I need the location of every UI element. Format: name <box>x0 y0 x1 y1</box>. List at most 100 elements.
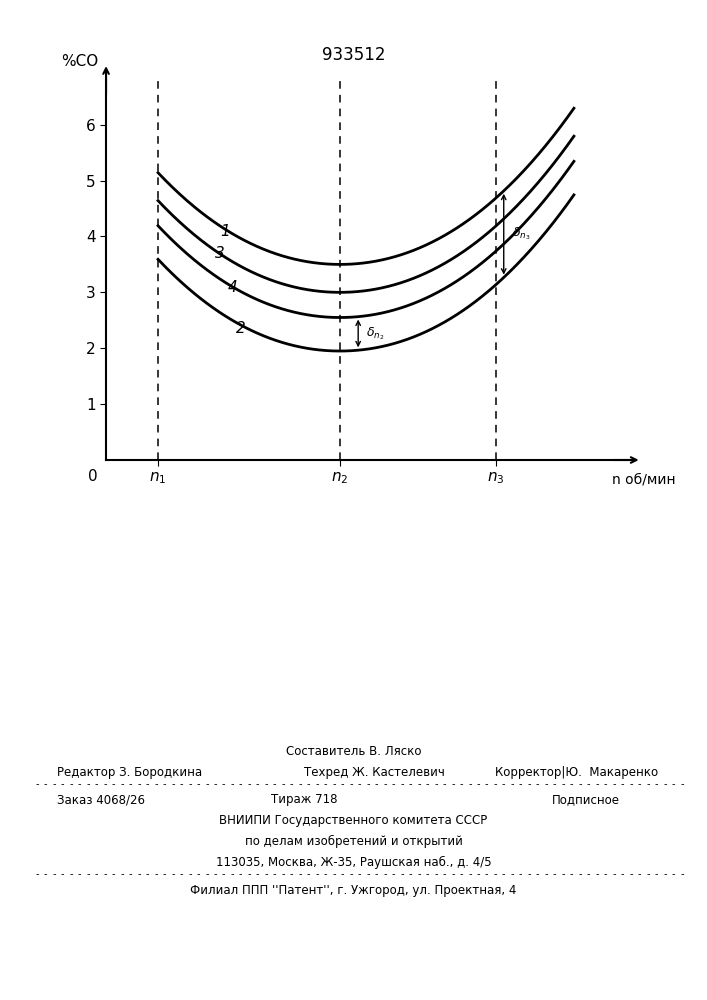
Text: -: - <box>103 869 107 879</box>
Text: -: - <box>112 869 115 879</box>
Text: -: - <box>315 869 319 879</box>
Text: -: - <box>78 779 81 789</box>
Text: -: - <box>112 779 115 789</box>
Text: -: - <box>629 869 633 879</box>
Text: -: - <box>672 869 675 879</box>
Text: -: - <box>477 869 480 879</box>
Text: -: - <box>443 869 446 879</box>
Text: -: - <box>680 869 684 879</box>
Text: 933512: 933512 <box>322 46 385 64</box>
Text: -: - <box>197 869 200 879</box>
Text: по делам изобретений и открытий: по делам изобретений и открытий <box>245 835 462 848</box>
Text: -: - <box>146 869 149 879</box>
Text: -: - <box>332 779 336 789</box>
Text: -: - <box>281 779 285 789</box>
Text: -: - <box>621 869 624 879</box>
Text: -: - <box>154 869 158 879</box>
Text: -: - <box>468 779 472 789</box>
Text: -: - <box>561 779 565 789</box>
Text: -: - <box>604 869 607 879</box>
Text: -: - <box>78 869 81 879</box>
Text: -: - <box>400 779 404 789</box>
Text: -: - <box>163 779 166 789</box>
Text: -: - <box>358 779 361 789</box>
Text: -: - <box>239 869 243 879</box>
Text: -: - <box>655 869 658 879</box>
Text: -: - <box>392 779 395 789</box>
Text: -: - <box>86 869 90 879</box>
Text: -: - <box>519 779 522 789</box>
Text: -: - <box>536 869 539 879</box>
Text: $\delta_{n_3}$: $\delta_{n_3}$ <box>512 226 530 242</box>
Text: -: - <box>230 869 234 879</box>
Text: -: - <box>358 869 361 879</box>
Text: Подписное: Подписное <box>551 793 619 806</box>
Text: -: - <box>69 779 73 789</box>
Text: -: - <box>383 779 387 789</box>
Text: -: - <box>264 869 268 879</box>
Text: -: - <box>443 779 446 789</box>
Text: Филиал ППП ''Патент'', г. Ужгород, ул. Проектная, 4: Филиал ППП ''Патент'', г. Ужгород, ул. П… <box>190 884 517 897</box>
Text: -: - <box>349 779 353 789</box>
Text: -: - <box>273 869 276 879</box>
Text: -: - <box>493 779 497 789</box>
Text: -: - <box>146 779 149 789</box>
Text: -: - <box>290 869 293 879</box>
Text: -: - <box>561 869 565 879</box>
Text: -: - <box>527 869 531 879</box>
Text: -: - <box>171 779 175 789</box>
Text: -: - <box>69 869 73 879</box>
Text: -: - <box>570 869 573 879</box>
Text: -: - <box>324 779 327 789</box>
Text: -: - <box>672 779 675 789</box>
Text: Тираж 718: Тираж 718 <box>271 793 337 806</box>
Text: -: - <box>239 779 243 789</box>
Text: -: - <box>103 779 107 789</box>
Text: -: - <box>527 779 531 789</box>
Text: Заказ 4068/26: Заказ 4068/26 <box>57 793 144 806</box>
Text: -: - <box>341 869 344 879</box>
Text: -: - <box>655 779 658 789</box>
Text: -: - <box>214 869 217 879</box>
Text: -: - <box>247 869 251 879</box>
Text: -: - <box>120 869 124 879</box>
Text: -: - <box>409 869 412 879</box>
Text: -: - <box>460 869 463 879</box>
Text: -: - <box>417 869 421 879</box>
Text: -: - <box>510 779 514 789</box>
Text: Редактор З. Бородкина: Редактор З. Бородкина <box>57 766 201 779</box>
Text: -: - <box>646 869 650 879</box>
Text: -: - <box>281 869 285 879</box>
Text: -: - <box>247 779 251 789</box>
Text: -: - <box>612 869 616 879</box>
Text: -: - <box>612 779 616 789</box>
Text: n об/мин: n об/мин <box>612 473 676 487</box>
Text: -: - <box>621 779 624 789</box>
Text: ВНИИПИ Государственного комитета СССР: ВНИИПИ Государственного комитета СССР <box>219 814 488 827</box>
Text: -: - <box>383 869 387 879</box>
Text: $\delta_{n_2}$: $\delta_{n_2}$ <box>366 325 385 342</box>
Text: -: - <box>544 869 548 879</box>
Text: -: - <box>680 779 684 789</box>
Text: -: - <box>544 779 548 789</box>
Text: -: - <box>205 779 209 789</box>
Text: 113035, Москва, Ж-35, Раушская наб., д. 4/5: 113035, Москва, Ж-35, Раушская наб., д. … <box>216 856 491 869</box>
Text: -: - <box>188 869 192 879</box>
Text: -: - <box>426 779 429 789</box>
Text: -: - <box>434 779 438 789</box>
Text: -: - <box>638 869 641 879</box>
Text: -: - <box>578 869 582 879</box>
Text: -: - <box>638 779 641 789</box>
Text: -: - <box>61 779 64 789</box>
Text: -: - <box>44 779 47 789</box>
Text: -: - <box>663 869 667 879</box>
Text: -: - <box>366 869 370 879</box>
Text: -: - <box>129 779 132 789</box>
Text: -: - <box>536 779 539 789</box>
Text: -: - <box>587 869 590 879</box>
Text: -: - <box>197 779 200 789</box>
Text: -: - <box>129 869 132 879</box>
Text: -: - <box>188 779 192 789</box>
Text: Корректор|Ю.  Макаренко: Корректор|Ю. Макаренко <box>495 766 658 779</box>
Text: -: - <box>52 869 56 879</box>
